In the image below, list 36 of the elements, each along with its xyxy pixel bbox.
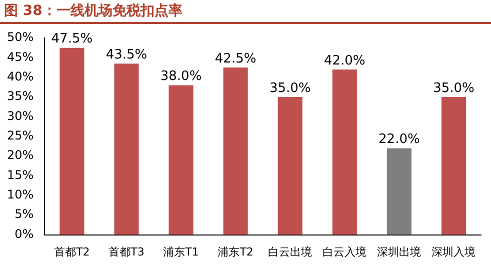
y-tick-label: 20% bbox=[7, 148, 34, 162]
data-label: 38.0% bbox=[160, 69, 202, 84]
x-tick-label: 首都T3 bbox=[108, 245, 144, 258]
bar bbox=[386, 148, 412, 235]
y-tick-label: 50% bbox=[7, 30, 34, 44]
bar bbox=[332, 69, 357, 235]
y-tick-label: 40% bbox=[7, 69, 34, 84]
data-label: 47.5% bbox=[51, 32, 93, 47]
data-label: 35.0% bbox=[269, 80, 311, 96]
chart-title: 图 38：一线机场免税扣点率 bbox=[0, 0, 491, 24]
y-tick-label: 0% bbox=[14, 226, 34, 241]
data-label: 42.0% bbox=[324, 53, 366, 68]
y-tick-label: 30% bbox=[7, 108, 34, 123]
y-tick-label: 10% bbox=[7, 188, 34, 202]
y-tick-label: 15% bbox=[7, 168, 34, 182]
bar bbox=[114, 64, 139, 235]
x-tick-label: 首都T2 bbox=[54, 245, 90, 258]
data-label: 42.5% bbox=[214, 51, 256, 66]
bar bbox=[441, 97, 466, 235]
y-tick-label: 25% bbox=[7, 128, 34, 143]
bar bbox=[168, 85, 194, 235]
x-tick-label: 浦东T1 bbox=[163, 245, 199, 258]
y-tick-label: 5% bbox=[14, 207, 34, 222]
x-tick-label: 深圳出境 bbox=[377, 245, 422, 258]
y-tick-label: 35% bbox=[7, 89, 34, 104]
y-tick-label: 45% bbox=[7, 50, 34, 64]
x-tick-label: 白云入境 bbox=[322, 245, 367, 258]
x-tick-label: 深圳入境 bbox=[432, 245, 476, 258]
bar bbox=[223, 68, 248, 235]
x-tick-label: 白云出境 bbox=[268, 245, 312, 258]
bar bbox=[278, 97, 302, 235]
data-label: 43.5% bbox=[106, 47, 148, 62]
x-tick-label: 浦东T2 bbox=[218, 245, 254, 258]
data-label: 35.0% bbox=[433, 80, 474, 96]
bar bbox=[60, 48, 84, 235]
data-label: 22.0% bbox=[378, 132, 420, 148]
